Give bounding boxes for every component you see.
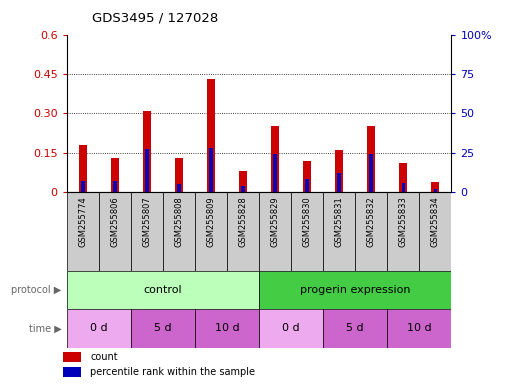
Text: GSM255832: GSM255832 — [367, 196, 376, 247]
Bar — [113, 181, 116, 192]
Bar — [305, 179, 309, 192]
Text: time ▶: time ▶ — [29, 323, 62, 333]
Text: GSM255774: GSM255774 — [78, 196, 87, 247]
Bar — [259, 271, 451, 309]
Text: 0 d: 0 d — [90, 323, 108, 333]
Bar — [131, 192, 163, 271]
Bar — [259, 309, 323, 348]
Text: 10 d: 10 d — [214, 323, 240, 333]
Bar — [355, 192, 387, 271]
Text: protocol ▶: protocol ▶ — [11, 285, 62, 295]
Bar — [131, 309, 195, 348]
Text: GSM255809: GSM255809 — [206, 196, 215, 247]
Bar — [239, 171, 247, 192]
Bar — [81, 181, 85, 192]
Text: count: count — [90, 352, 118, 362]
Bar — [163, 192, 195, 271]
Bar — [387, 309, 451, 348]
Bar — [323, 309, 387, 348]
Bar — [387, 192, 420, 271]
Bar — [98, 192, 131, 271]
Bar — [207, 79, 215, 192]
Text: GSM255830: GSM255830 — [303, 196, 312, 247]
Bar — [67, 309, 131, 348]
Bar — [78, 145, 87, 192]
Bar — [323, 192, 355, 271]
Bar — [241, 186, 245, 192]
Bar — [175, 158, 183, 192]
Bar — [177, 184, 181, 192]
Bar — [67, 192, 98, 271]
Text: GSM255807: GSM255807 — [142, 196, 151, 247]
Text: GSM255806: GSM255806 — [110, 196, 120, 247]
Bar — [63, 352, 81, 362]
Bar — [402, 182, 405, 192]
Text: 10 d: 10 d — [407, 323, 432, 333]
Bar — [420, 192, 451, 271]
Text: GSM255828: GSM255828 — [239, 196, 248, 247]
Bar — [195, 192, 227, 271]
Bar — [145, 149, 149, 192]
Bar — [369, 154, 373, 192]
Bar — [63, 367, 81, 377]
Bar — [227, 192, 259, 271]
Bar — [291, 192, 323, 271]
Bar — [399, 163, 407, 192]
Text: 5 d: 5 d — [154, 323, 172, 333]
Bar — [338, 173, 341, 192]
Text: 0 d: 0 d — [282, 323, 300, 333]
Text: GSM255808: GSM255808 — [174, 196, 184, 247]
Bar — [143, 111, 151, 192]
Bar — [367, 126, 376, 192]
Text: GSM255834: GSM255834 — [431, 196, 440, 247]
Bar — [335, 150, 343, 192]
Text: 5 d: 5 d — [346, 323, 364, 333]
Bar — [303, 161, 311, 192]
Bar — [111, 158, 119, 192]
Bar — [195, 309, 259, 348]
Text: GSM255833: GSM255833 — [399, 196, 408, 247]
Text: GSM255831: GSM255831 — [334, 196, 344, 247]
Text: GSM255829: GSM255829 — [270, 196, 280, 247]
Bar — [433, 189, 437, 192]
Bar — [67, 271, 259, 309]
Bar — [271, 126, 279, 192]
Text: percentile rank within the sample: percentile rank within the sample — [90, 367, 255, 377]
Bar — [259, 192, 291, 271]
Bar — [273, 154, 277, 192]
Text: progerin expression: progerin expression — [300, 285, 410, 295]
Text: GDS3495 / 127028: GDS3495 / 127028 — [92, 12, 219, 25]
Text: control: control — [144, 285, 182, 295]
Bar — [431, 182, 440, 192]
Bar — [209, 148, 213, 192]
